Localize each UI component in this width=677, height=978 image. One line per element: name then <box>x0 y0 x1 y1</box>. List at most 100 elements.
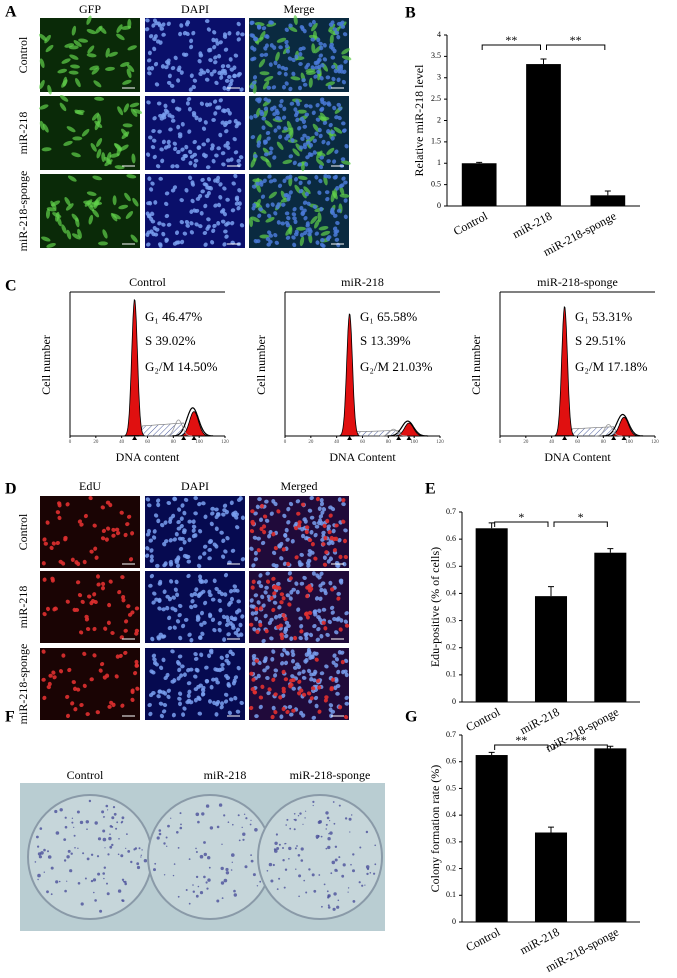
cell <box>186 559 192 564</box>
cell <box>320 237 325 243</box>
cell <box>321 530 326 535</box>
cell <box>236 37 241 42</box>
cell <box>122 123 133 128</box>
cell <box>193 158 199 163</box>
cell <box>316 151 326 157</box>
cell <box>259 71 270 76</box>
y-tick-label: 0.4 <box>446 810 456 819</box>
cell <box>186 573 191 579</box>
cell <box>334 536 339 541</box>
colony <box>156 836 160 840</box>
cell <box>186 693 191 699</box>
cell <box>271 705 276 711</box>
cell <box>86 15 92 25</box>
colony <box>286 818 289 821</box>
cell <box>226 660 231 666</box>
cell <box>149 548 154 553</box>
cell <box>267 174 272 179</box>
colony <box>302 823 304 825</box>
colony <box>250 819 252 822</box>
cell <box>208 648 214 653</box>
cell <box>302 142 308 147</box>
panel-letter: D <box>5 481 17 498</box>
colony <box>352 853 355 856</box>
cell <box>166 80 172 85</box>
x-tick-label: Control <box>451 208 491 238</box>
cell <box>187 106 192 112</box>
cell <box>115 531 121 536</box>
colony <box>109 833 111 835</box>
colony <box>117 853 120 856</box>
colony <box>199 854 204 859</box>
x-tick-label: 80 <box>601 440 607 445</box>
cell <box>71 680 76 685</box>
cell <box>100 586 106 591</box>
cell <box>77 228 82 239</box>
cell <box>286 506 291 512</box>
y-tick-label: 2 <box>437 115 441 124</box>
cell <box>39 79 45 90</box>
colony <box>207 878 211 882</box>
cell <box>124 619 129 624</box>
colony <box>365 865 370 869</box>
colony <box>118 838 120 840</box>
cell <box>229 78 234 84</box>
cell <box>188 700 194 705</box>
colony <box>241 826 243 829</box>
cell <box>265 675 270 681</box>
cell <box>271 649 276 654</box>
cell <box>334 237 340 242</box>
cell <box>147 503 152 508</box>
cell <box>283 533 288 538</box>
cell <box>336 77 341 83</box>
cell <box>236 497 242 502</box>
cell <box>174 558 179 563</box>
cell <box>176 78 181 83</box>
cell <box>189 604 194 610</box>
cell <box>199 101 204 106</box>
cell <box>305 593 310 599</box>
colony <box>218 803 223 807</box>
cell <box>174 164 180 169</box>
colony <box>102 816 105 818</box>
colony <box>94 821 98 825</box>
cell <box>324 695 329 700</box>
cell <box>222 503 228 508</box>
colony <box>366 872 369 876</box>
cell <box>152 529 157 534</box>
cell <box>313 669 318 675</box>
cell <box>335 683 341 689</box>
cell <box>161 32 166 37</box>
cell <box>312 204 318 210</box>
cell <box>268 529 273 535</box>
colony <box>121 899 125 902</box>
cell <box>298 47 303 52</box>
colony <box>282 847 284 849</box>
cell <box>285 227 292 236</box>
cell <box>214 514 219 520</box>
cell <box>265 665 270 670</box>
colony <box>66 855 70 859</box>
cell <box>201 142 206 147</box>
cell <box>338 64 344 69</box>
cell <box>264 75 274 82</box>
cell <box>228 57 233 62</box>
cell <box>71 233 81 240</box>
cell <box>284 43 289 49</box>
colony <box>327 845 331 850</box>
cell <box>250 33 256 39</box>
cell <box>223 47 229 52</box>
y-tick-label: 0 <box>452 697 456 706</box>
cell <box>291 212 297 217</box>
cell <box>315 117 321 122</box>
cell <box>338 705 343 710</box>
cell <box>318 514 324 519</box>
cell <box>276 125 282 130</box>
y-tick-label: 4 <box>437 30 441 39</box>
cell <box>281 202 286 207</box>
colony <box>108 836 112 841</box>
cell <box>278 134 283 140</box>
cell <box>250 687 255 692</box>
cell <box>323 175 328 186</box>
cell <box>305 585 310 590</box>
